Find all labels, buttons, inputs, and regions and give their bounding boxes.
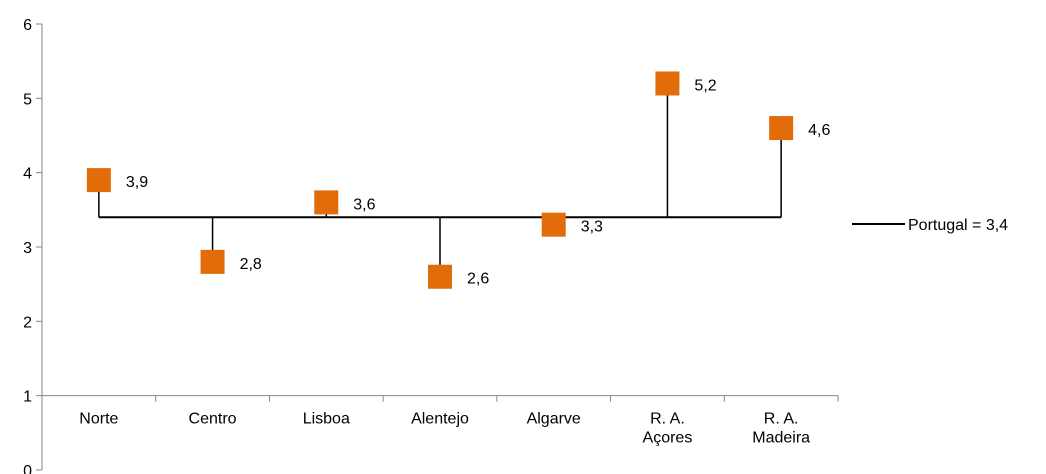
category-label: Centro bbox=[189, 411, 237, 428]
y-tick-label: 4 bbox=[23, 166, 32, 183]
category-label: R. A. Açores bbox=[643, 411, 693, 447]
data-marker bbox=[769, 116, 794, 141]
data-label: 2,8 bbox=[240, 256, 262, 273]
y-tick-label: 5 bbox=[23, 91, 32, 108]
data-label: 3,9 bbox=[126, 174, 148, 191]
data-label: 5,2 bbox=[694, 77, 716, 94]
category-label: Lisboa bbox=[303, 411, 350, 428]
markers bbox=[86, 71, 794, 289]
data-marker bbox=[86, 168, 111, 193]
legend-label: Portugal = 3,4 bbox=[908, 217, 1008, 234]
stems bbox=[98, 83, 782, 277]
y-axis: 0 1 2 3 4 5 6 bbox=[23, 17, 43, 474]
data-marker bbox=[541, 212, 566, 237]
y-tick-label: 3 bbox=[23, 240, 32, 257]
y-tick-label: 1 bbox=[23, 389, 32, 406]
y-tick-label: 2 bbox=[23, 314, 32, 331]
data-label: 3,3 bbox=[581, 219, 603, 236]
category-label: Alentejo bbox=[411, 411, 469, 428]
category-label: Algarve bbox=[527, 411, 581, 428]
x-axis: Norte Centro Lisboa Alentejo Algarve R. A. Aço… bbox=[41, 395, 839, 447]
data-marker bbox=[314, 190, 339, 215]
data-label: 3,6 bbox=[353, 196, 375, 213]
data-marker bbox=[655, 71, 680, 96]
data-marker bbox=[428, 264, 452, 289]
data-label: 4,6 bbox=[808, 122, 830, 139]
data-labels: 3,9 2,8 3,6 2,6 3,3 5,2 4,6 bbox=[126, 77, 831, 287]
y-tick-label: 6 bbox=[23, 17, 32, 34]
category-label: R. A. Madeira bbox=[752, 411, 810, 447]
legend: Portugal = 3,4 bbox=[852, 217, 1008, 234]
data-marker bbox=[200, 249, 225, 274]
data-label: 2,6 bbox=[467, 271, 489, 288]
y-tick-label: 0 bbox=[23, 463, 32, 474]
category-label: Norte bbox=[79, 411, 118, 428]
